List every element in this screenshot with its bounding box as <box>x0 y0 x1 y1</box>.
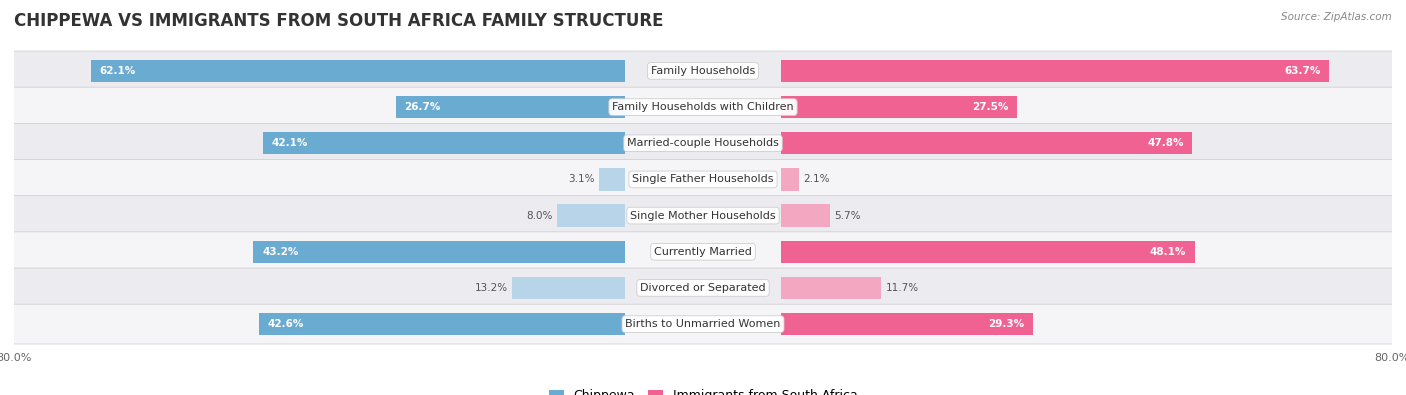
Bar <box>780 168 799 191</box>
Legend: Chippewa, Immigrants from South Africa: Chippewa, Immigrants from South Africa <box>544 384 862 395</box>
FancyBboxPatch shape <box>6 51 1400 91</box>
Bar <box>780 60 1329 82</box>
FancyBboxPatch shape <box>6 160 1400 199</box>
Text: 13.2%: 13.2% <box>474 283 508 293</box>
Text: Family Households with Children: Family Households with Children <box>612 102 794 112</box>
Bar <box>780 96 1018 118</box>
FancyBboxPatch shape <box>6 304 1400 344</box>
Text: Single Mother Households: Single Mother Households <box>630 211 776 220</box>
Bar <box>780 132 1192 154</box>
Text: 47.8%: 47.8% <box>1147 138 1184 148</box>
Text: Married-couple Households: Married-couple Households <box>627 138 779 148</box>
Text: CHIPPEWA VS IMMIGRANTS FROM SOUTH AFRICA FAMILY STRUCTURE: CHIPPEWA VS IMMIGRANTS FROM SOUTH AFRICA… <box>14 12 664 30</box>
Text: 42.1%: 42.1% <box>271 138 308 148</box>
Text: 62.1%: 62.1% <box>100 66 135 76</box>
Text: 43.2%: 43.2% <box>262 247 298 257</box>
Text: Divorced or Separated: Divorced or Separated <box>640 283 766 293</box>
Bar <box>780 277 882 299</box>
Text: Births to Unmarried Women: Births to Unmarried Women <box>626 319 780 329</box>
FancyBboxPatch shape <box>6 87 1400 127</box>
Text: Family Households: Family Households <box>651 66 755 76</box>
FancyBboxPatch shape <box>6 123 1400 163</box>
Text: Currently Married: Currently Married <box>654 247 752 257</box>
Bar <box>395 96 626 118</box>
Bar <box>557 204 626 227</box>
Bar <box>780 204 830 227</box>
Bar <box>512 277 626 299</box>
FancyBboxPatch shape <box>6 268 1400 308</box>
Bar <box>91 60 626 82</box>
Text: Single Father Households: Single Father Households <box>633 175 773 184</box>
Text: 8.0%: 8.0% <box>526 211 553 220</box>
Bar <box>263 132 626 154</box>
Text: Source: ZipAtlas.com: Source: ZipAtlas.com <box>1281 12 1392 22</box>
Text: 11.7%: 11.7% <box>886 283 918 293</box>
Bar <box>253 241 626 263</box>
Text: 42.6%: 42.6% <box>267 319 304 329</box>
Bar <box>780 241 1195 263</box>
Text: 27.5%: 27.5% <box>973 102 1008 112</box>
Bar <box>599 168 626 191</box>
Text: 2.1%: 2.1% <box>803 175 830 184</box>
Text: 3.1%: 3.1% <box>568 175 595 184</box>
Text: 29.3%: 29.3% <box>988 319 1024 329</box>
FancyBboxPatch shape <box>6 196 1400 235</box>
Text: 26.7%: 26.7% <box>404 102 440 112</box>
Bar <box>780 313 1033 335</box>
Text: 5.7%: 5.7% <box>834 211 860 220</box>
Text: 63.7%: 63.7% <box>1284 66 1320 76</box>
Bar <box>259 313 626 335</box>
FancyBboxPatch shape <box>6 232 1400 272</box>
Text: 48.1%: 48.1% <box>1150 247 1187 257</box>
